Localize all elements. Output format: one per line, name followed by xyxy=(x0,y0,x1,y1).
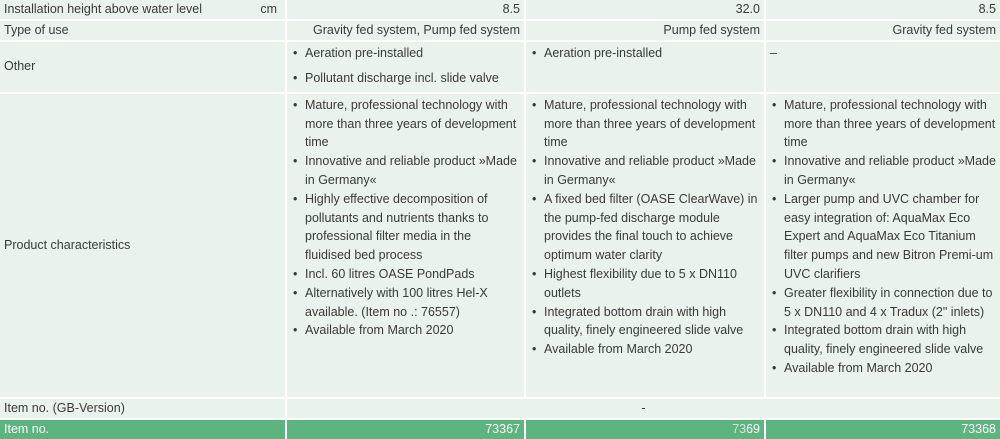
other-label: Other xyxy=(0,41,287,94)
row-product-characteristics: Product characteristics Mature, professi… xyxy=(0,93,1000,399)
list-item: Innovative and reliable product »Made in… xyxy=(291,152,520,190)
list-item: Greater flexibility in connection due to… xyxy=(770,284,996,322)
list-item: Larger pump and UVC chamber for easy int… xyxy=(770,190,996,284)
installation-height-col3: 8.5 xyxy=(766,0,1000,21)
list-item: Incl. 60 litres OASE PondPads xyxy=(291,265,520,284)
product-col2: Mature, professional technology with mor… xyxy=(526,93,766,399)
type-of-use-col2: Pump fed system xyxy=(526,21,766,42)
list-item: Innovative and reliable product »Made in… xyxy=(770,152,996,190)
item-no-col2-visible: 69 xyxy=(746,421,760,436)
list-item: Highest flexibility due to 5 x DN110 out… xyxy=(530,265,760,303)
item-no-gb-label: Item no. (GB-Version) xyxy=(0,398,287,420)
installation-height-label: Installation height above water level xyxy=(4,2,203,17)
row-item-no-gb: Item no. (GB-Version) - xyxy=(0,398,1000,420)
list-item: Innovative and reliable product »Made in… xyxy=(530,152,760,190)
list-item: Aeration pre-installed xyxy=(291,44,520,63)
product-col2-list: Mature, professional technology with mor… xyxy=(530,96,760,359)
list-item: Mature, professional technology with mor… xyxy=(291,96,520,152)
list-item: Alternatively with 100 litres Hel-X avai… xyxy=(291,284,520,322)
item-no-label: Item no. xyxy=(0,419,287,439)
product-col3-list: Mature, professional technology with mor… xyxy=(770,96,996,378)
other-col3: – xyxy=(766,41,1000,94)
product-col1: Mature, professional technology with mor… xyxy=(287,93,526,399)
other-col1: Aeration pre-installed Pollutant dischar… xyxy=(287,41,526,94)
list-item: Pollutant discharge incl. slide valve xyxy=(291,69,520,88)
item-no-col2-obscured: 73 xyxy=(732,421,747,436)
type-of-use-col1: Gravity fed system, Pump fed system xyxy=(287,21,526,42)
type-of-use-label: Type of use xyxy=(0,21,287,42)
list-item: Available from March 2020 xyxy=(291,321,520,340)
row-type-of-use: Type of use Gravity fed system, Pump fed… xyxy=(0,21,1000,42)
row-other: Other Aeration pre-installed Pollutant d… xyxy=(0,41,1000,94)
product-col1-list: Mature, professional technology with mor… xyxy=(291,96,520,340)
list-item: Integrated bottom drain with high qualit… xyxy=(530,303,760,341)
installation-height-col1: 8.5 xyxy=(287,0,526,21)
item-no-gb-value: - xyxy=(287,398,1000,420)
list-item: Available from March 2020 xyxy=(770,359,996,378)
item-no-col3: 73368 xyxy=(766,419,1000,439)
type-of-use-col3: Gravity fed system xyxy=(766,21,1000,42)
list-item: Mature, professional technology with mor… xyxy=(770,96,996,152)
row-item-no: Item no. 73367 7369 73368 xyxy=(0,419,1000,439)
item-no-col1: 73367 xyxy=(287,419,526,439)
list-item: A fixed bed filter (OASE ClearWave) in t… xyxy=(530,190,760,265)
list-item: Mature, professional technology with mor… xyxy=(530,96,760,152)
installation-height-label-cell: Installation height above water level cm xyxy=(0,0,287,21)
product-characteristics-label: Product characteristics xyxy=(0,93,287,399)
list-item: Integrated bottom drain with high qualit… xyxy=(770,321,996,359)
other-col1-list: Aeration pre-installed Pollutant dischar… xyxy=(291,44,520,88)
item-no-col2: 7369 xyxy=(526,419,766,439)
list-item: Available from March 2020 xyxy=(530,340,760,359)
other-col2-list: Aeration pre-installed xyxy=(530,44,760,63)
row-installation-height: Installation height above water level cm… xyxy=(0,0,1000,21)
list-item: Highly effective decomposition of pollut… xyxy=(291,190,520,265)
list-item: Aeration pre-installed xyxy=(530,44,760,63)
other-col2: Aeration pre-installed xyxy=(526,41,766,94)
product-col3: Mature, professional technology with mor… xyxy=(766,93,1000,399)
installation-height-col2: 32.0 xyxy=(526,0,766,21)
installation-height-unit: cm xyxy=(260,2,277,16)
